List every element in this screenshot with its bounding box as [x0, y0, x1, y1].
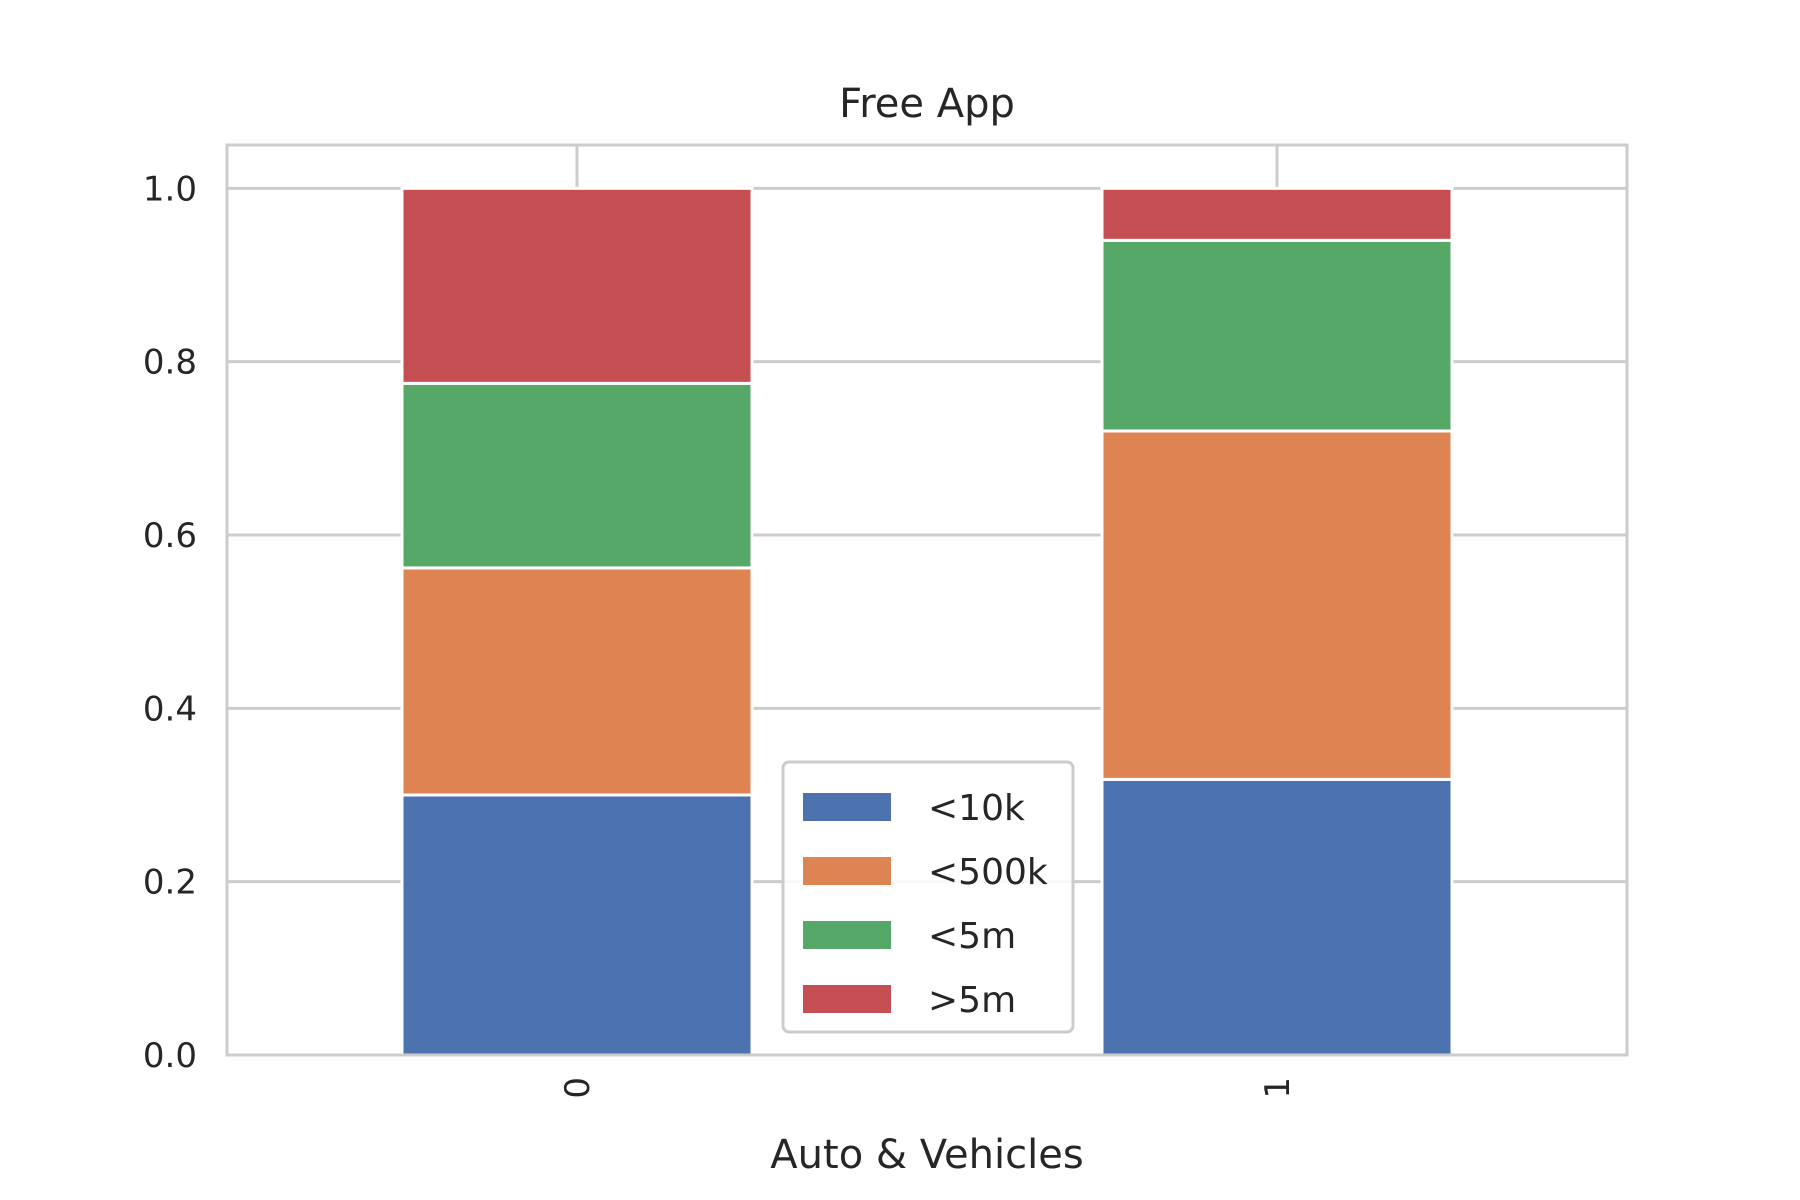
legend-box [781, 760, 1075, 1034]
y-tick-label: 1.0 [143, 169, 197, 209]
legend: <10k <500k <5m >5m [781, 760, 1075, 1034]
legend-label: <10k [928, 788, 1025, 829]
y-tick-labels: 0.0 0.2 0.4 0.6 0.8 1.0 [143, 169, 197, 1076]
legend-label: >5m [928, 980, 1016, 1021]
y-tick-label: 0.6 [143, 516, 197, 556]
chart-title: Free App [839, 81, 1015, 127]
y-tick-label: 0.4 [143, 689, 197, 729]
legend-label: <500k [928, 852, 1048, 893]
y-tick-label: 0.0 [143, 1036, 197, 1076]
bars [400, 186, 1454, 1057]
bar-segment-0-3 [400, 186, 754, 385]
legend-label: <5m [928, 916, 1016, 957]
y-tick-label: 0.8 [143, 343, 197, 383]
x-tick-label: 0 [558, 1077, 598, 1099]
bar-segment-0-1 [400, 566, 754, 797]
bar-segment-1-0 [1100, 777, 1454, 1057]
legend-swatch [803, 921, 891, 949]
y-tick-label: 0.2 [143, 863, 197, 903]
bar-segment-1-3 [1100, 186, 1454, 242]
bar-segment-0-0 [400, 793, 754, 1057]
bar-segment-1-1 [1100, 429, 1454, 781]
legend-swatch [803, 985, 891, 1013]
x-tick-label: 1 [1258, 1077, 1298, 1099]
legend-swatch [803, 857, 891, 885]
legend-swatch [803, 793, 891, 821]
bar-segment-0-2 [400, 381, 754, 570]
plot-frame [225, 143, 1629, 1057]
x-axis-label: Auto & Vehicles [770, 1132, 1083, 1178]
bar-segment-1-2 [1100, 238, 1454, 433]
